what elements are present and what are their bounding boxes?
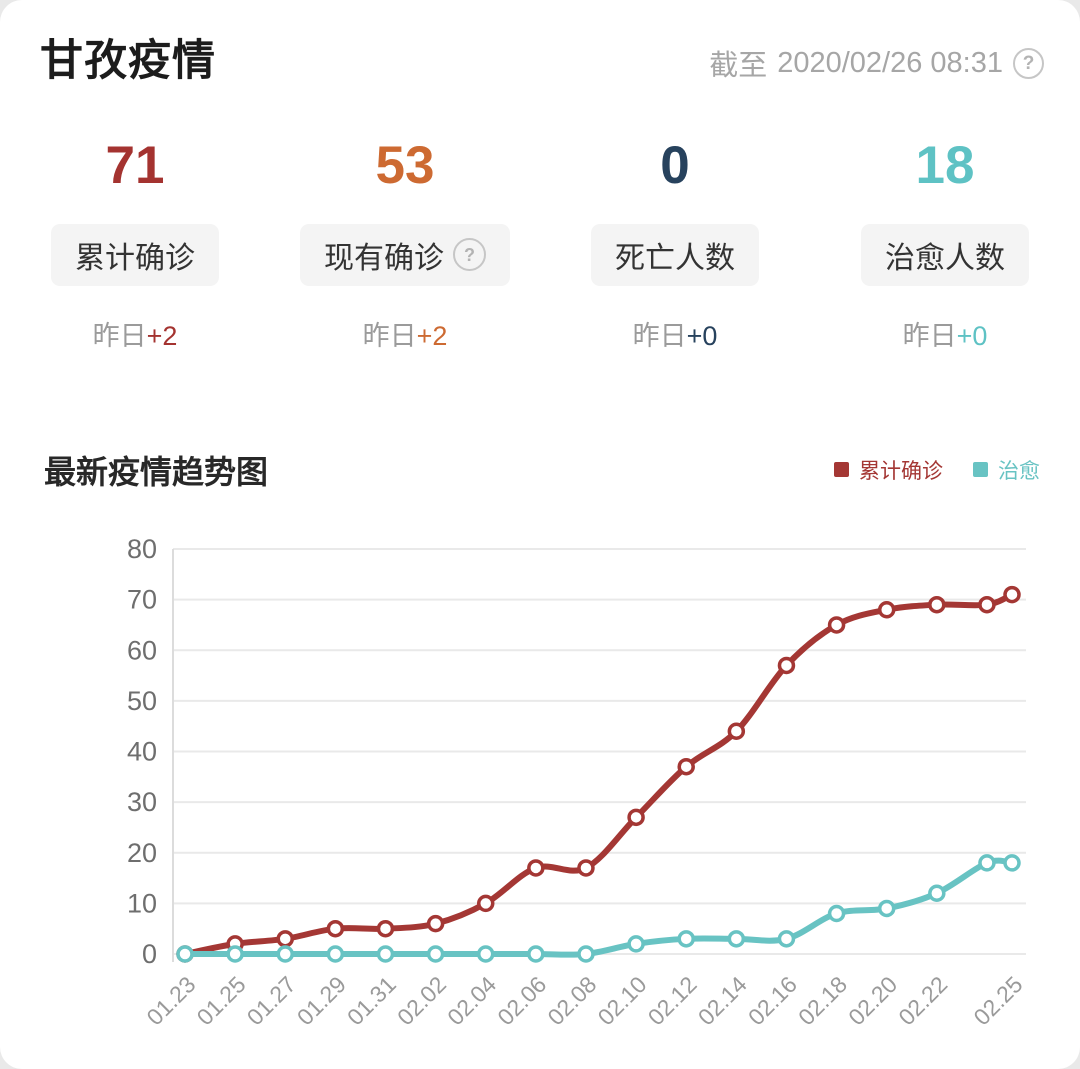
trend-section-header: 最新疫情趋势图 累计确诊 治愈 — [0, 447, 1080, 493]
svg-text:80: 80 — [127, 534, 157, 564]
delta-prefix: 昨日 — [632, 320, 687, 351]
svg-text:01.31: 01.31 — [342, 971, 401, 1030]
svg-text:02.04: 02.04 — [442, 971, 501, 1030]
stat-value: 0 — [660, 136, 690, 195]
svg-text:40: 40 — [127, 736, 157, 766]
svg-text:0: 0 — [142, 939, 157, 969]
stat-value: 18 — [915, 136, 975, 195]
svg-text:01.29: 01.29 — [292, 971, 351, 1030]
svg-text:02.18: 02.18 — [793, 971, 852, 1030]
svg-text:60: 60 — [127, 635, 157, 665]
timestamp-help-icon[interactable]: ? — [1013, 47, 1044, 79]
legend-item-cured[interactable]: 治愈 — [973, 455, 1040, 485]
as-of-time: 2020/02/26 08:31 — [777, 46, 1003, 79]
svg-text:01.27: 01.27 — [242, 971, 301, 1030]
stat-delta: 昨日+2 — [363, 314, 448, 353]
stat-label: 死亡人数 — [615, 241, 735, 275]
stat-card-cured: 18 治愈人数 昨日+0 — [810, 138, 1080, 353]
stat-card-cumulative-confirmed: 71 累计确诊 昨日+2 — [0, 138, 270, 353]
stat-label-pill: 现有确诊 ? — [300, 223, 510, 286]
svg-text:01.25: 01.25 — [192, 971, 251, 1030]
delta-value: +2 — [146, 320, 178, 351]
trend-section-title: 最新疫情趋势图 — [44, 453, 269, 490]
svg-text:02.16: 02.16 — [743, 971, 802, 1030]
stat-delta: 昨日+2 — [93, 314, 178, 353]
svg-text:02.12: 02.12 — [643, 971, 702, 1030]
delta-prefix: 昨日 — [362, 320, 417, 351]
svg-text:70: 70 — [127, 584, 157, 614]
stat-label: 现有确诊 — [324, 241, 444, 275]
current-confirmed-help-icon[interactable]: ? — [453, 238, 486, 272]
chart-canvas: 0 10 20 30 40 50 60 70 80 01.2301.2501.2701.2901.… — [127, 534, 1028, 1030]
legend-swatch-confirmed-icon — [834, 462, 849, 478]
delta-prefix: 昨日 — [902, 320, 957, 351]
legend-label: 累计确诊 — [859, 459, 943, 483]
svg-text:02.10: 02.10 — [593, 971, 652, 1030]
stat-label-pill: 死亡人数 — [591, 223, 759, 286]
stat-label-pill: 治愈人数 — [861, 223, 1029, 286]
svg-text:01.23: 01.23 — [141, 971, 200, 1030]
svg-text:30: 30 — [127, 787, 157, 817]
stats-row: 71 累计确诊 昨日+2 53 现有确诊 ? 昨日+2 0 死亡人数 — [0, 138, 1080, 353]
svg-text:02.14: 02.14 — [693, 971, 752, 1030]
svg-text:02.06: 02.06 — [492, 971, 551, 1030]
legend-swatch-cured-icon — [973, 462, 988, 478]
stat-label: 累计确诊 — [75, 241, 195, 275]
page-title: 甘孜疫情 — [40, 37, 216, 85]
delta-prefix: 昨日 — [92, 320, 147, 351]
stat-label: 治愈人数 — [885, 241, 1005, 275]
legend-item-cumulative-confirmed[interactable]: 累计确诊 — [834, 455, 943, 485]
svg-text:02.25: 02.25 — [968, 971, 1027, 1030]
as-of-label: 截至 — [709, 50, 768, 82]
stat-card-deaths: 0 死亡人数 昨日+0 — [540, 138, 810, 353]
chart-legend: 累计确诊 治愈 — [834, 455, 1040, 485]
stat-value: 53 — [375, 136, 435, 195]
stat-delta: 昨日+0 — [633, 314, 718, 353]
svg-text:02.02: 02.02 — [392, 971, 451, 1030]
svg-text:10: 10 — [127, 888, 157, 918]
delta-value: +2 — [416, 320, 448, 351]
svg-text:20: 20 — [127, 837, 157, 867]
header: 甘孜疫情 截至 2020/02/26 08:31 ? — [0, 0, 1080, 88]
legend-label: 治愈 — [998, 459, 1040, 483]
stat-card-current-confirmed: 53 现有确诊 ? 昨日+2 — [270, 138, 540, 353]
stat-value: 71 — [105, 136, 165, 195]
svg-text:02.22: 02.22 — [893, 971, 952, 1030]
svg-text:02.08: 02.08 — [542, 971, 601, 1030]
trend-chart: 0 10 20 30 40 50 60 70 80 01.23 01.25 01.27 01.29 01.… — [0, 509, 1080, 1066]
delta-value: +0 — [956, 320, 988, 351]
stat-delta: 昨日+0 — [903, 314, 988, 353]
delta-value: +0 — [686, 320, 718, 351]
stat-label-pill: 累计确诊 — [51, 223, 219, 286]
as-of-timestamp: 截至 2020/02/26 08:31 ? — [709, 42, 1044, 88]
svg-text:02.20: 02.20 — [843, 971, 902, 1030]
svg-text:50: 50 — [127, 686, 157, 716]
